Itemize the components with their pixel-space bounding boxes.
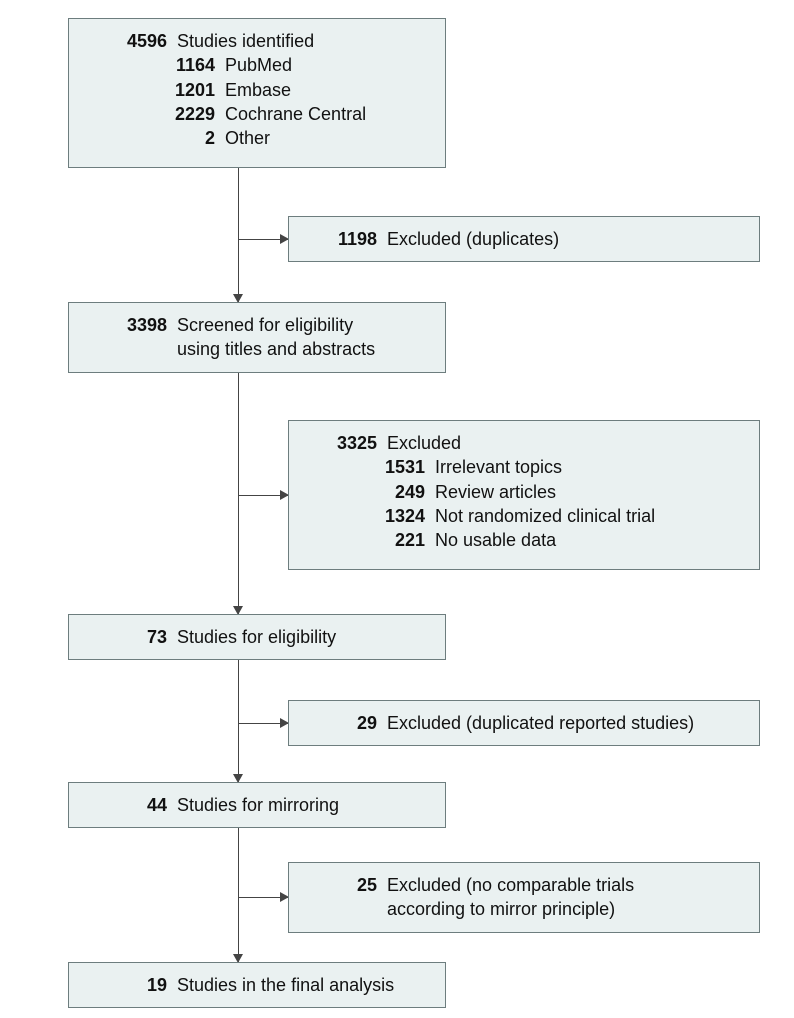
label: according to mirror principle) bbox=[377, 897, 615, 921]
box-screened: 3398Screened for eligibility using title… bbox=[68, 302, 446, 373]
box-excluded-dup-reported: 29Excluded (duplicated reported studies) bbox=[288, 700, 760, 746]
label: Excluded (no comparable trials bbox=[377, 873, 634, 897]
arrow-down-3 bbox=[238, 660, 239, 782]
arrow-down-1 bbox=[238, 168, 239, 302]
arrow-down-2 bbox=[238, 372, 239, 614]
count: 221 bbox=[303, 528, 425, 552]
count: 249 bbox=[303, 480, 425, 504]
label: Excluded (duplicates) bbox=[377, 227, 559, 251]
label: Other bbox=[215, 126, 270, 150]
label: PubMed bbox=[215, 53, 292, 77]
arrow-right-4 bbox=[238, 897, 288, 898]
label: Screened for eligibility bbox=[167, 313, 353, 337]
label: No usable data bbox=[425, 528, 556, 552]
count: 25 bbox=[303, 873, 377, 897]
count: 19 bbox=[83, 973, 167, 997]
count: 2229 bbox=[83, 102, 215, 126]
box-excluded-duplicates: 1198Excluded (duplicates) bbox=[288, 216, 760, 262]
box-excluded-reasons: 3325Excluded 1531Irrelevant topics 249Re… bbox=[288, 420, 760, 570]
count: 4596 bbox=[83, 29, 167, 53]
count: 1164 bbox=[83, 53, 215, 77]
label: Cochrane Central bbox=[215, 102, 366, 126]
box-excluded-mirror: 25Excluded (no comparable trials accordi… bbox=[288, 862, 760, 933]
label: Review articles bbox=[425, 480, 556, 504]
label: Embase bbox=[215, 78, 291, 102]
arrow-down-4 bbox=[238, 828, 239, 962]
label: Studies for mirroring bbox=[167, 793, 339, 817]
arrow-right-2 bbox=[238, 495, 288, 496]
count: 29 bbox=[303, 711, 377, 735]
label: Studies for eligibility bbox=[167, 625, 336, 649]
label: Studies in the final analysis bbox=[167, 973, 394, 997]
label: Not randomized clinical trial bbox=[425, 504, 655, 528]
count: 1324 bbox=[303, 504, 425, 528]
label: using titles and abstracts bbox=[167, 337, 375, 361]
count: 3398 bbox=[83, 313, 167, 337]
arrow-right-1 bbox=[238, 239, 288, 240]
count: 44 bbox=[83, 793, 167, 817]
count: 73 bbox=[83, 625, 167, 649]
count: 3325 bbox=[303, 431, 377, 455]
label: Irrelevant topics bbox=[425, 455, 562, 479]
flowchart-canvas: 4596Studies identified 1164PubMed 1201Em… bbox=[0, 0, 794, 1018]
box-final: 19Studies in the final analysis bbox=[68, 962, 446, 1008]
count: 1198 bbox=[303, 227, 377, 251]
count: 2 bbox=[83, 126, 215, 150]
label: Excluded bbox=[377, 431, 461, 455]
count: 1201 bbox=[83, 78, 215, 102]
box-eligibility: 73Studies for eligibility bbox=[68, 614, 446, 660]
arrow-right-3 bbox=[238, 723, 288, 724]
box-mirroring: 44Studies for mirroring bbox=[68, 782, 446, 828]
box-identified: 4596Studies identified 1164PubMed 1201Em… bbox=[68, 18, 446, 168]
label: Studies identified bbox=[167, 29, 314, 53]
count: 1531 bbox=[303, 455, 425, 479]
label: Excluded (duplicated reported studies) bbox=[377, 711, 694, 735]
